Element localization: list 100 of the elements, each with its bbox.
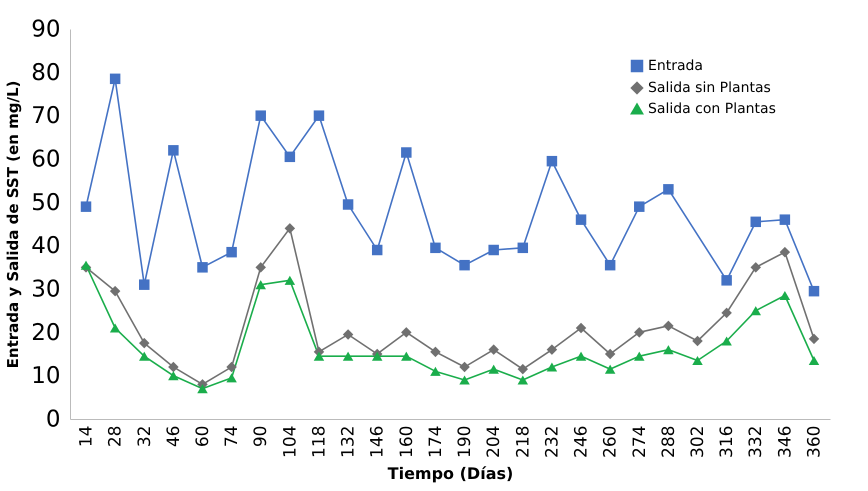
point — [721, 336, 732, 346]
point — [750, 306, 761, 316]
point — [284, 276, 296, 285]
point — [488, 244, 499, 256]
x-tick-label: 232 — [542, 426, 562, 458]
point — [372, 244, 382, 256]
y-tick-label: 90 — [31, 16, 60, 42]
x-tick-label: 74 — [222, 426, 242, 448]
point — [576, 322, 586, 334]
x-tick-label: 60 — [192, 426, 213, 448]
point — [110, 323, 120, 333]
x-tick-label: 160 — [396, 426, 417, 458]
x-tick-label: 146 — [368, 426, 388, 458]
x-tick-label: 274 — [630, 426, 650, 458]
y-tick-label: 60 — [31, 146, 60, 172]
point — [459, 375, 470, 385]
point — [226, 246, 237, 258]
legend-label: Salida sin Plantas — [648, 80, 771, 96]
x-tick-label: 14 — [76, 426, 97, 448]
point — [314, 110, 324, 121]
legend-label: Entrada — [648, 58, 704, 74]
point — [518, 375, 528, 385]
y-tick-label: 80 — [31, 60, 60, 86]
point — [342, 199, 354, 210]
point — [663, 184, 674, 195]
point — [721, 308, 732, 318]
point — [80, 260, 92, 270]
y-tick-label: 70 — [31, 103, 60, 130]
point — [488, 364, 499, 374]
point — [139, 279, 150, 290]
point — [401, 327, 412, 338]
x-tick-label: 246 — [572, 426, 592, 458]
point — [576, 352, 586, 361]
point — [604, 348, 616, 360]
x-tick-label: 190 — [455, 426, 476, 458]
point — [576, 214, 586, 225]
point — [750, 262, 761, 273]
point — [226, 373, 237, 382]
x-tick-label: 218 — [513, 426, 534, 458]
y-tick-label: 0 — [46, 406, 60, 432]
point — [430, 242, 441, 254]
point — [692, 336, 703, 346]
x-tick-label: 46 — [164, 426, 184, 448]
point — [255, 110, 266, 121]
point — [663, 345, 674, 354]
x-tick-label: 302 — [688, 426, 708, 458]
x-tick-label: 346 — [775, 426, 796, 458]
point — [780, 246, 790, 258]
point — [197, 384, 208, 394]
point — [780, 214, 790, 225]
y-tick-label: 10 — [31, 363, 60, 390]
point — [546, 344, 558, 355]
point — [663, 320, 674, 332]
point — [401, 352, 412, 361]
point — [110, 286, 120, 296]
x-tick-label: 260 — [600, 426, 621, 458]
y-tick-label: 30 — [31, 276, 60, 302]
point — [401, 147, 412, 158]
point — [808, 334, 820, 344]
x-tick-label: 316 — [717, 426, 738, 458]
point — [255, 262, 266, 273]
point — [546, 156, 558, 166]
y-axis-title: Entrada y Salida de SST (en mg/L) — [4, 80, 22, 368]
point — [750, 216, 761, 228]
point — [139, 352, 150, 361]
point — [197, 262, 208, 273]
point — [255, 280, 266, 290]
point — [284, 223, 296, 234]
point — [488, 344, 499, 355]
point — [634, 327, 645, 338]
point — [780, 290, 790, 300]
point — [604, 260, 616, 270]
point — [342, 329, 354, 340]
point — [80, 201, 92, 212]
point — [430, 346, 441, 358]
y-tick-label: 50 — [31, 190, 60, 216]
point — [342, 352, 354, 361]
legend-label: Salida con Plantas — [648, 101, 776, 117]
point — [372, 352, 382, 361]
point — [459, 362, 470, 372]
y-tick-label: 40 — [31, 233, 60, 260]
x-tick-label: 204 — [484, 426, 504, 458]
y-tick-label: 20 — [31, 320, 60, 346]
x-tick-label: 288 — [658, 426, 679, 458]
point — [168, 371, 179, 380]
point — [226, 362, 237, 372]
point — [518, 242, 528, 254]
point — [546, 362, 558, 372]
x-tick-label: 32 — [134, 426, 155, 448]
point — [518, 364, 528, 374]
point — [139, 338, 150, 348]
point — [692, 356, 703, 366]
point — [168, 362, 179, 372]
point — [808, 286, 820, 296]
point — [808, 356, 820, 366]
point — [110, 74, 120, 84]
x-tick-label: 90 — [251, 426, 272, 448]
point — [168, 145, 179, 156]
x-tick-label: 332 — [746, 426, 766, 458]
x-tick-label: 132 — [338, 426, 359, 458]
